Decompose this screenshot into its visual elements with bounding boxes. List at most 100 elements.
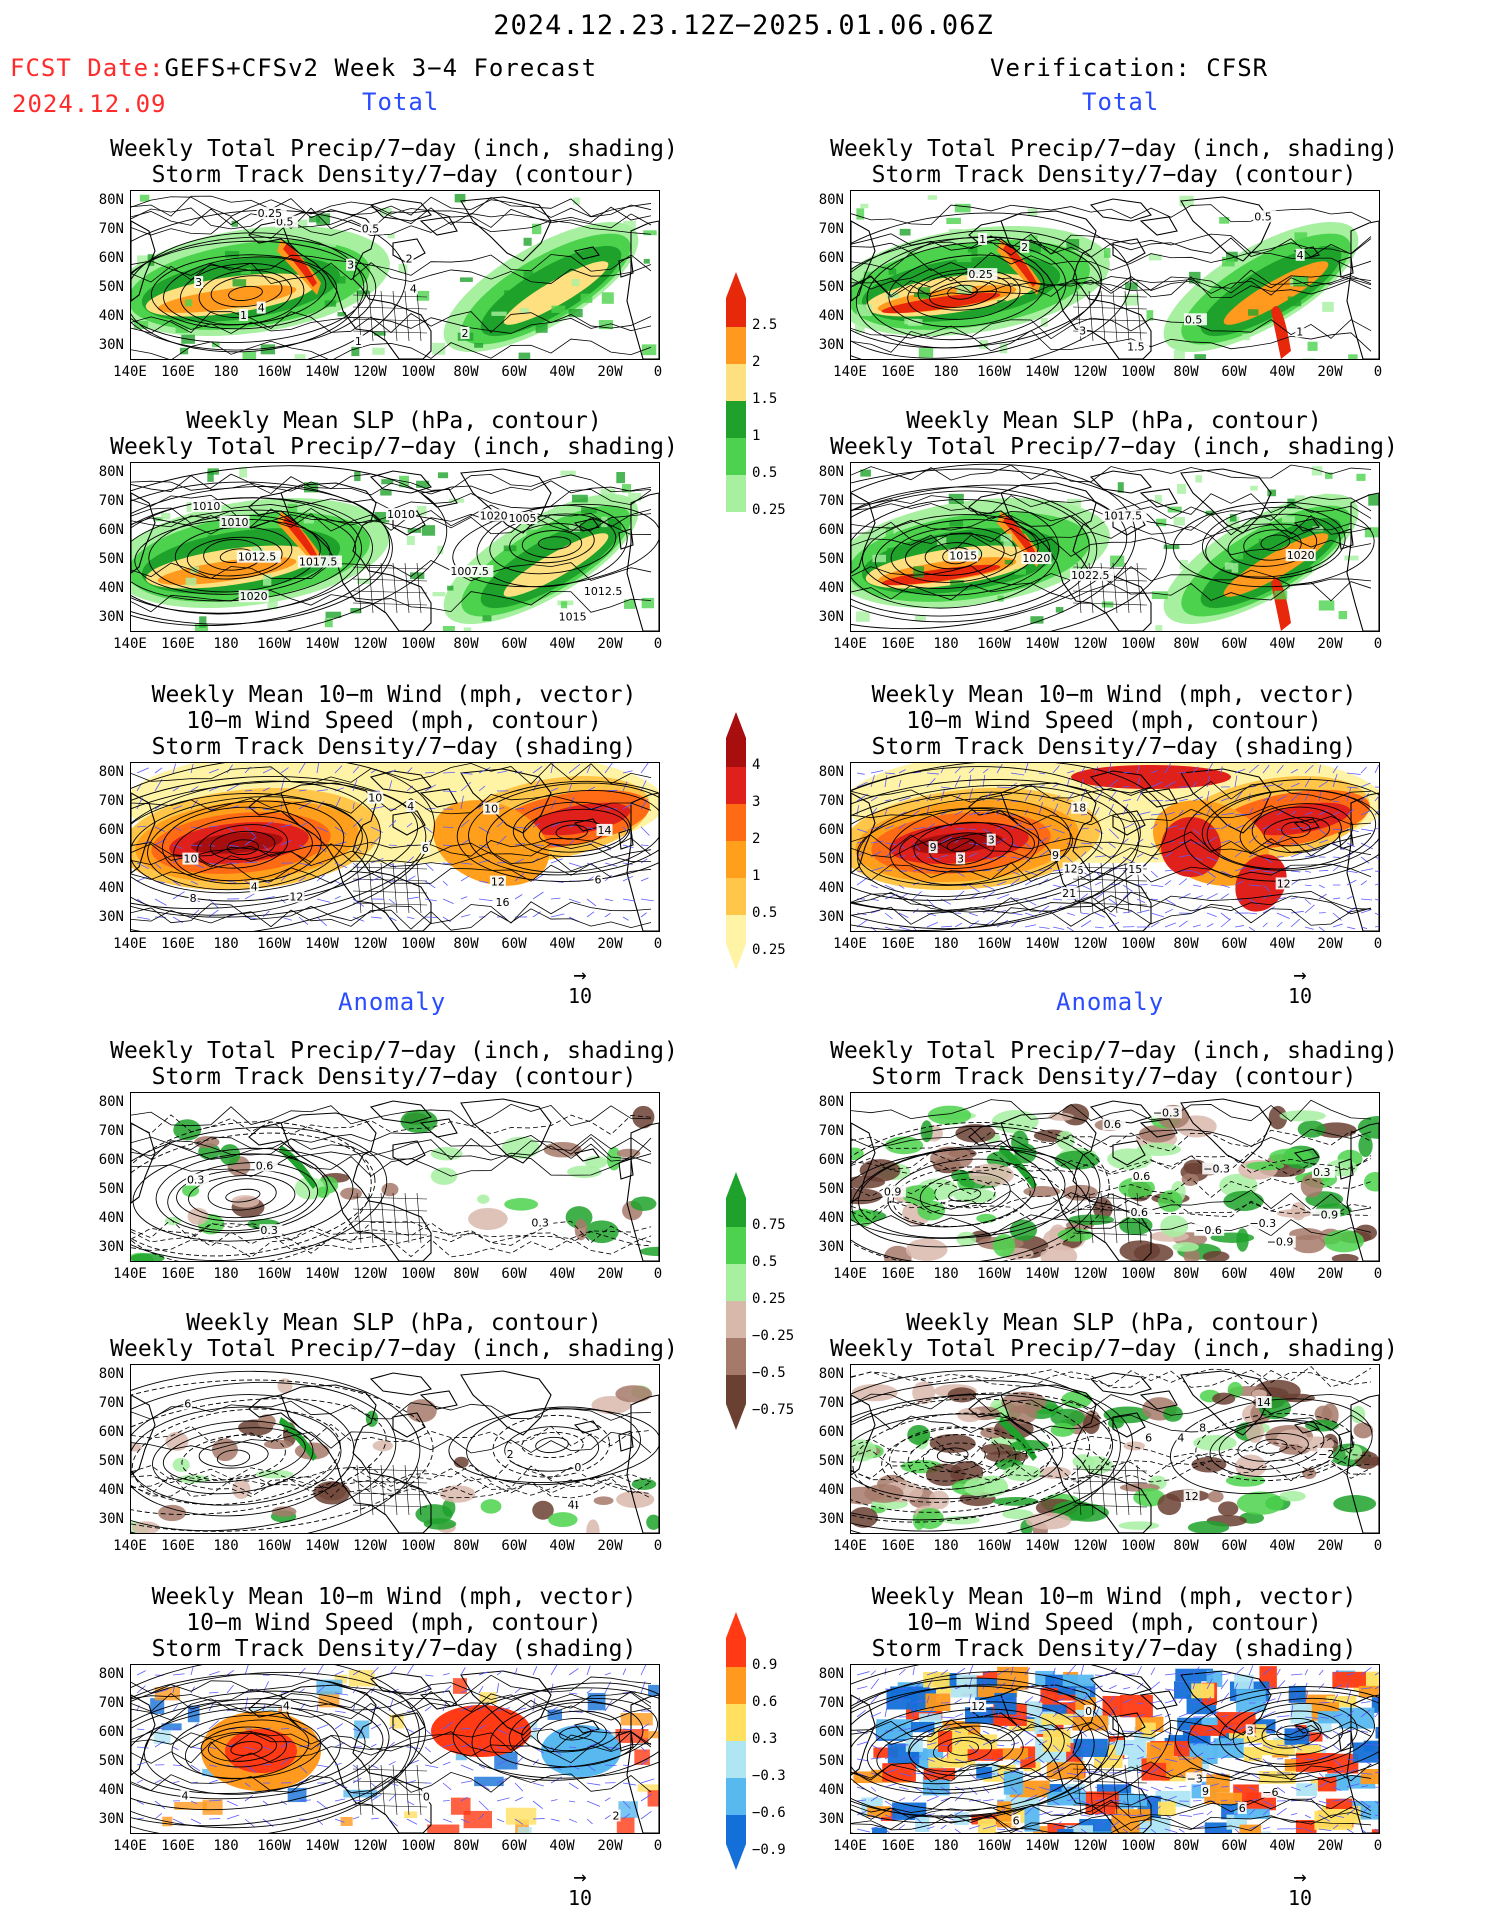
contour-label: −0.3 bbox=[1202, 1162, 1233, 1175]
lon-label: 180 bbox=[213, 364, 239, 380]
colorbar-label: 0.75 bbox=[752, 1217, 786, 1233]
lon-label: 160E bbox=[161, 1538, 195, 1554]
fcst-label: FCST Date: bbox=[10, 54, 165, 82]
svg-text:9: 9 bbox=[930, 841, 937, 854]
svg-text:0: 0 bbox=[574, 1461, 581, 1474]
contour-label: 4 bbox=[281, 1699, 291, 1713]
colorbar-label: 0.5 bbox=[752, 905, 778, 921]
lat-label: 80N bbox=[818, 1666, 844, 1682]
contour-label: 12 bbox=[970, 1700, 987, 1713]
lon-label: 0 bbox=[653, 1266, 663, 1282]
lon-label: 140W bbox=[1025, 364, 1059, 380]
lon-label: 80W bbox=[1173, 1538, 1199, 1554]
contour-label: −3 bbox=[1185, 1772, 1203, 1785]
lon-label: 40W bbox=[1269, 1838, 1295, 1854]
lon-label: 20W bbox=[1317, 1838, 1343, 1854]
lon-label: 120W bbox=[1073, 636, 1107, 652]
vector-reference-value: 10 bbox=[567, 984, 593, 1008]
lon-label: 40W bbox=[1269, 1266, 1295, 1282]
svg-text:14: 14 bbox=[598, 824, 612, 837]
fcst-anomaly-section: Anomaly bbox=[338, 988, 447, 1016]
map-panel: 1 2 4 3 0.5 0.25 1 3 4 2 0.5 bbox=[130, 190, 660, 360]
lat-label: 30N bbox=[98, 609, 124, 625]
lon-label: 140E bbox=[113, 936, 147, 952]
panel-title: Weekly Total Precip/7−day (inch, shading… bbox=[110, 1038, 678, 1064]
contour-label: 14 bbox=[596, 823, 613, 837]
map-panel: 1015 1012.5 1007.5 1010 1012.5 1010 1020 1017.5… bbox=[130, 462, 660, 632]
arrow-icon: → bbox=[573, 1865, 587, 1890]
colorbar-label: 0.25 bbox=[752, 502, 786, 518]
contour-label: 0.3 bbox=[1312, 1165, 1336, 1179]
lon-label: 160E bbox=[881, 1538, 915, 1554]
svg-text:1010: 1010 bbox=[221, 516, 249, 529]
lat-label: 40N bbox=[98, 580, 124, 596]
lat-label: 70N bbox=[98, 793, 124, 809]
lon-label: 60W bbox=[1221, 936, 1247, 952]
contour-label: 12 bbox=[1062, 862, 1079, 875]
lon-label: 140E bbox=[113, 1838, 147, 1854]
lat-label: 80N bbox=[98, 764, 124, 780]
lat-label: 60N bbox=[818, 1724, 844, 1740]
panel-title: Weekly Mean 10−m Wind (mph, vector) bbox=[151, 682, 637, 708]
lon-label: 140E bbox=[833, 1266, 867, 1282]
contour-label: 1 bbox=[1295, 325, 1305, 338]
svg-text:4: 4 bbox=[1297, 249, 1304, 262]
lon-label: 140W bbox=[305, 1266, 339, 1282]
contour-label: 0.6 bbox=[1131, 1169, 1155, 1183]
lat-label: 30N bbox=[818, 1511, 844, 1527]
lon-label: 0 bbox=[1373, 1838, 1383, 1854]
svg-text:1015: 1015 bbox=[559, 610, 587, 623]
lat-label: 30N bbox=[98, 1239, 124, 1255]
lon-label: 40W bbox=[549, 1538, 575, 1554]
svg-text:3: 3 bbox=[347, 259, 354, 272]
contour-label: 6 bbox=[183, 1397, 193, 1411]
vector-reference: → 10 bbox=[560, 965, 600, 1009]
svg-text:10: 10 bbox=[368, 792, 382, 805]
lon-label: 140W bbox=[305, 936, 339, 952]
svg-text:1010: 1010 bbox=[387, 508, 415, 521]
lon-label: 0 bbox=[653, 1538, 663, 1554]
lon-label: 40W bbox=[549, 364, 575, 380]
svg-text:6: 6 bbox=[1239, 1802, 1246, 1815]
lat-label: 50N bbox=[98, 1753, 124, 1769]
svg-text:1020: 1020 bbox=[1287, 549, 1315, 562]
colorbar-label: −0.3 bbox=[752, 1768, 786, 1784]
colorbar-label: 0.5 bbox=[752, 1254, 778, 1270]
contour-label: −0.9 bbox=[1265, 1235, 1296, 1249]
panel-title: Storm Track Density/7−day (shading) bbox=[151, 1636, 637, 1662]
panel-title: Storm Track Density/7−day (contour) bbox=[871, 1064, 1357, 1090]
svg-text:12: 12 bbox=[1185, 1490, 1199, 1503]
map-panel: 0 6 3 9 12 −3 −6 6 bbox=[850, 1664, 1380, 1834]
lat-label: 30N bbox=[98, 337, 124, 353]
lon-label: 80W bbox=[1173, 1838, 1199, 1854]
lon-label: 40W bbox=[1269, 1538, 1295, 1554]
lat-label: 30N bbox=[818, 337, 844, 353]
lon-label: 160E bbox=[881, 636, 915, 652]
contour-label: 4 bbox=[1295, 248, 1305, 262]
contour-label: 12 bbox=[288, 890, 305, 903]
colorbar-label: 2 bbox=[752, 831, 761, 847]
lon-label: 100W bbox=[1121, 1266, 1155, 1282]
svg-text:0.9: 0.9 bbox=[884, 1185, 902, 1198]
svg-text:9: 9 bbox=[1202, 1785, 1209, 1798]
lon-label: 100W bbox=[401, 1838, 435, 1854]
lon-label: 180 bbox=[213, 636, 239, 652]
contour-label: −0.9 bbox=[1310, 1208, 1341, 1222]
contour-label: 1005 bbox=[507, 511, 538, 525]
lat-label: 50N bbox=[98, 551, 124, 567]
panel-title: Weekly Total Precip/7−day (inch, shading… bbox=[830, 434, 1398, 460]
svg-text:1007.5: 1007.5 bbox=[450, 565, 489, 578]
contour-label: 4 bbox=[180, 1789, 190, 1802]
panel-title: Storm Track Density/7−day (contour) bbox=[151, 1064, 637, 1090]
lat-label: 30N bbox=[98, 1811, 124, 1827]
lat-label: 30N bbox=[98, 1511, 124, 1527]
contour-label: 6 bbox=[593, 873, 603, 886]
lat-label: 70N bbox=[98, 493, 124, 509]
svg-text:9: 9 bbox=[1052, 849, 1059, 862]
svg-text:3: 3 bbox=[1079, 324, 1086, 337]
lon-label: 40W bbox=[549, 1266, 575, 1282]
lon-label: 0 bbox=[653, 636, 663, 652]
contour-label: 1020 bbox=[1285, 549, 1316, 562]
contour-label: 4 bbox=[408, 282, 418, 295]
svg-text:3: 3 bbox=[195, 276, 202, 289]
